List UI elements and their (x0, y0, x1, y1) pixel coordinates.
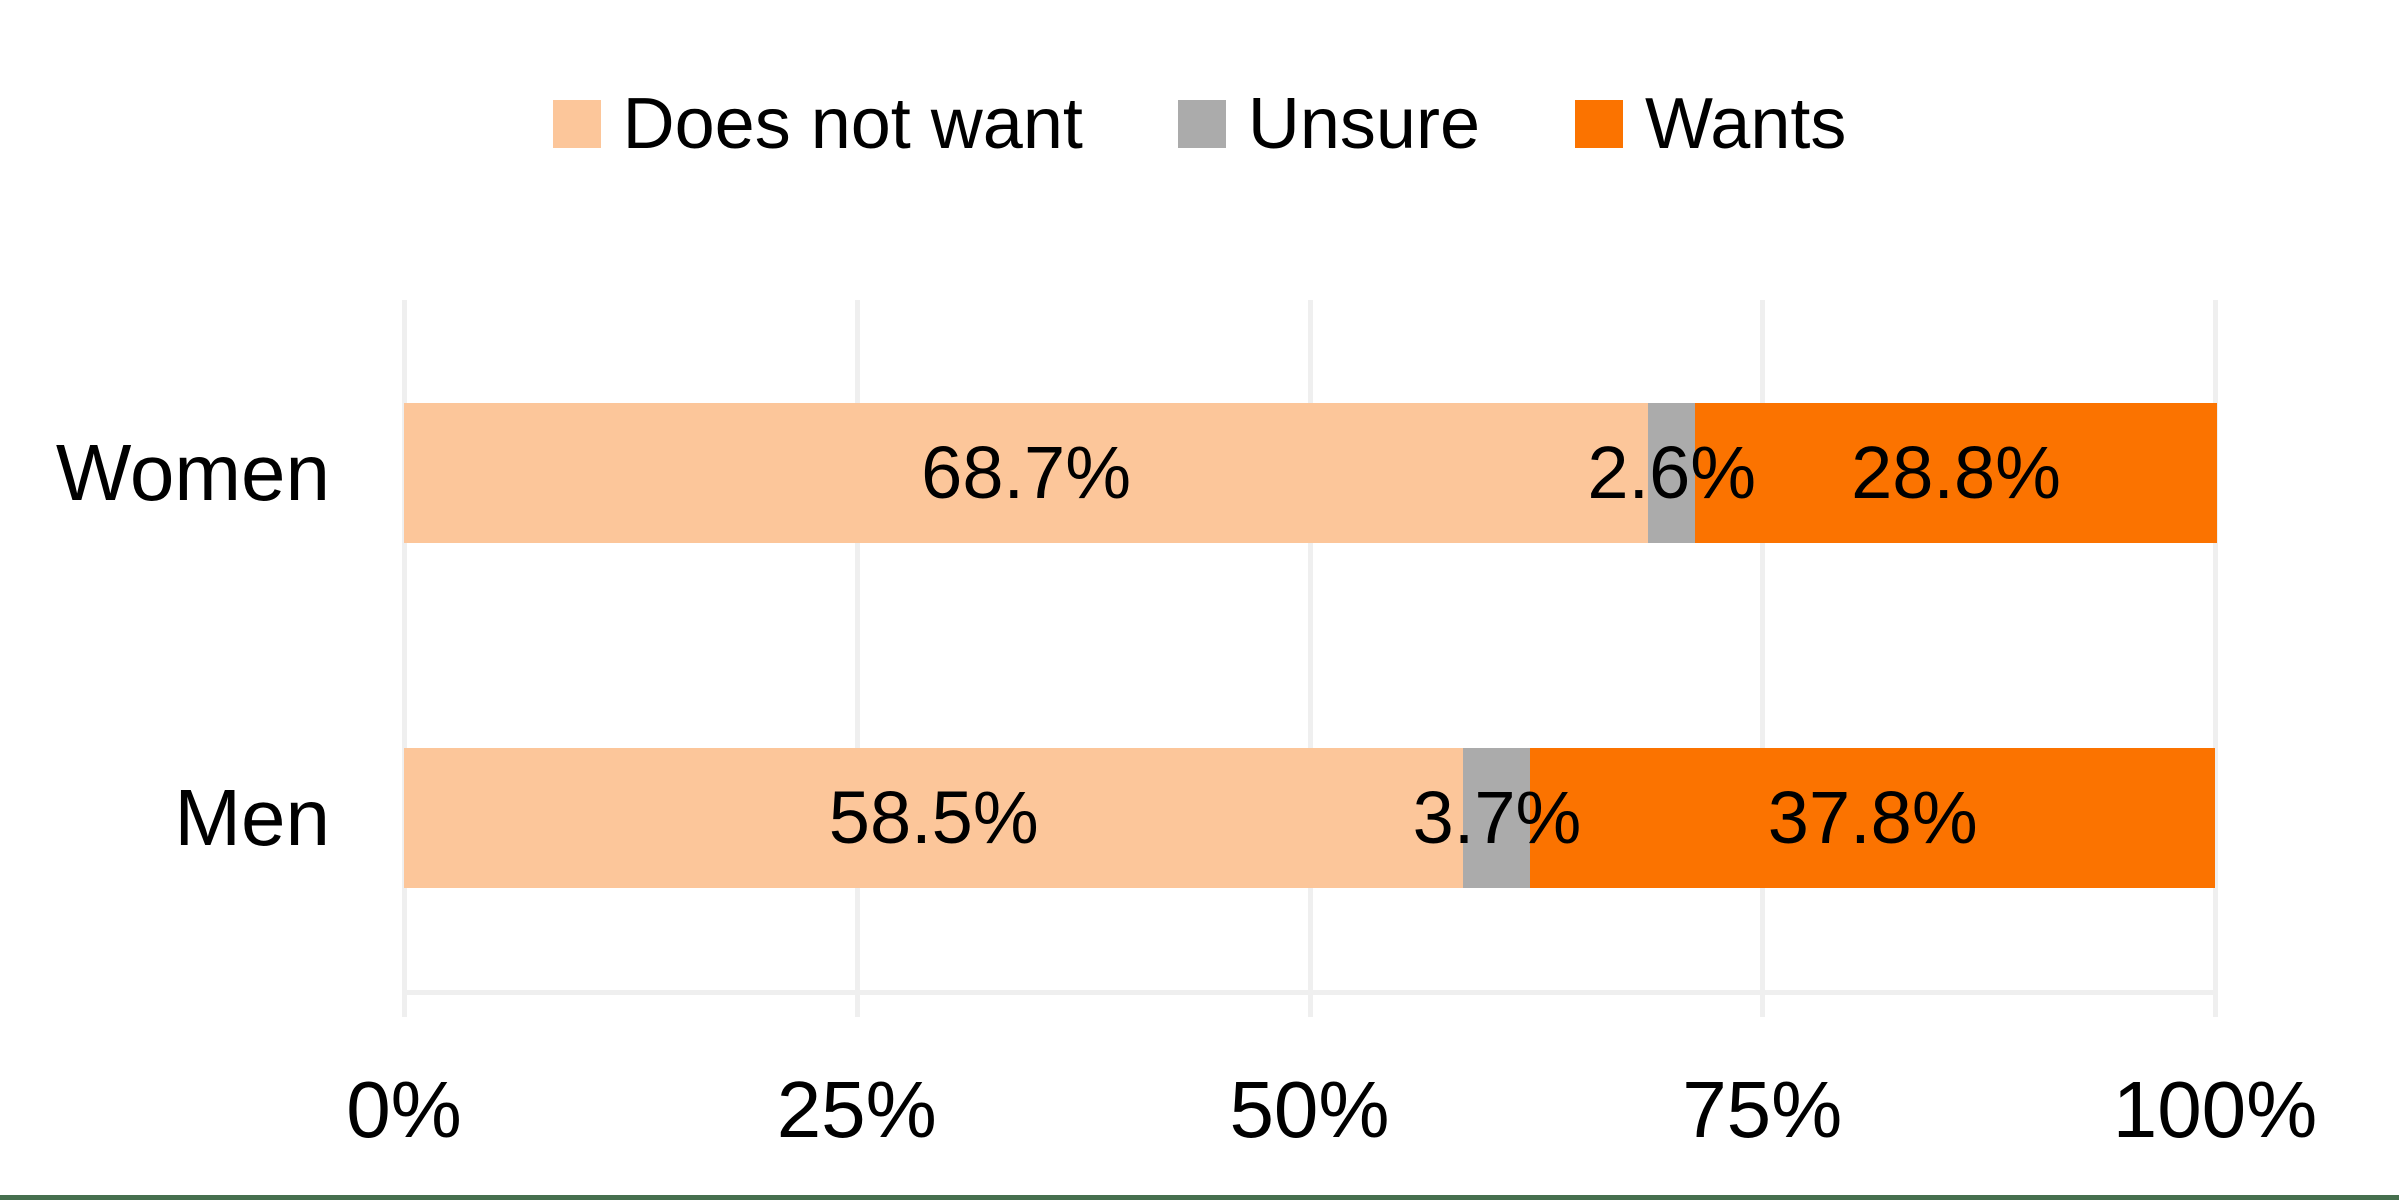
segment-unsure (1648, 402, 1696, 543)
gridline-75% (1760, 300, 1766, 1017)
x-tick-label-25%: 25% (776, 1065, 937, 1154)
segment-unsure (1463, 747, 1531, 888)
data-label: 58.5% (828, 775, 1039, 859)
x-tick-label-50%: 50% (1229, 1065, 1390, 1154)
x-tick-label-0%: 0% (346, 1065, 462, 1154)
segment-wants (1530, 747, 2215, 888)
gridline-100% (2213, 300, 2218, 1017)
bar-women: 68.7% 2.6% 28.8% (404, 402, 2217, 543)
category-label-women: Women (55, 427, 330, 517)
legend-item-2: Wants (1575, 88, 1846, 160)
segment-does-not-want (404, 747, 1464, 888)
segment-does-not-want (404, 402, 1649, 543)
data-label: 68.7% (921, 430, 1131, 514)
legend-label: Unsure (1247, 84, 1480, 164)
data-label: 28.8% (1851, 430, 2061, 514)
x-tick-label-100%: 100% (2112, 1065, 2318, 1154)
legend-swatch-icon (552, 100, 601, 148)
segment-wants (1695, 402, 2217, 543)
gridline-25% (854, 300, 860, 1017)
legend-label: Does not want (622, 84, 1083, 164)
category-label-men: Men (174, 772, 330, 862)
x-axis-line (402, 990, 2218, 995)
bar-men: 58.5% 3.7% 37.8% (404, 747, 2215, 888)
legend-label: Wants (1645, 84, 1847, 164)
legend-item-0: Does not want (552, 84, 1083, 164)
x-tick-label-75%: 75% (1682, 1065, 1843, 1154)
chart-legend: Does not want Unsure Wants (0, 88, 2399, 160)
legend-swatch-icon (1177, 100, 1226, 148)
data-label: 2.6% (1587, 430, 1757, 514)
data-label: 3.7% (1412, 775, 1582, 859)
bottom-border-line (0, 1195, 2399, 1200)
legend-item-1: Unsure (1177, 84, 1480, 164)
gridline-50% (1307, 300, 1313, 1017)
data-label: 37.8% (1767, 775, 1978, 859)
legend-swatch-icon (1575, 100, 1623, 148)
gridline-0% (402, 300, 407, 1017)
